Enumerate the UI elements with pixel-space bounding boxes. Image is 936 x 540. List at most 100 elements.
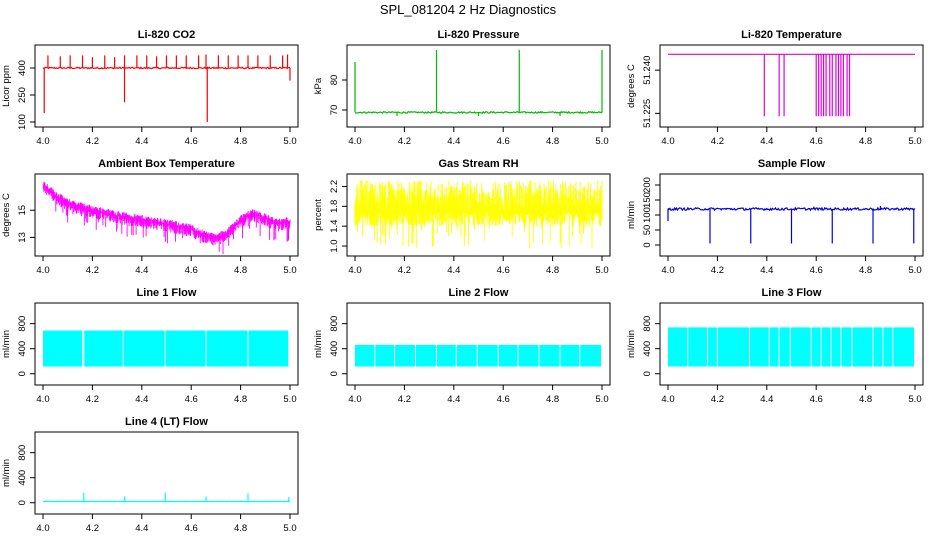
chart-title: Gas Stream RH bbox=[438, 158, 518, 170]
x-tick-label: 4.2 bbox=[711, 136, 724, 147]
plot-frame bbox=[659, 44, 924, 128]
x-tick-label: 5.0 bbox=[595, 394, 608, 405]
y-tick-label: 400 bbox=[17, 470, 28, 486]
x-tick-label: 5.0 bbox=[283, 394, 296, 405]
y-tick-label: 0 bbox=[17, 500, 28, 505]
y-axis-label: kPa bbox=[313, 77, 324, 94]
chart-title: Li-820 Pressure bbox=[438, 29, 520, 41]
y-tick-label: 150 bbox=[642, 192, 653, 208]
x-tick-label: 4.4 bbox=[760, 394, 773, 405]
chart-panel-1: Li-820 CO2 4.0 4.2 4.4 4.6 4.8 5.0 100 250 400 Lic… bbox=[1, 29, 299, 147]
y-tick-label: 100 bbox=[17, 114, 28, 130]
x-tick-label: 4.4 bbox=[760, 136, 773, 147]
y-tick-label: 800 bbox=[329, 316, 340, 332]
x-tick-label: 4.8 bbox=[234, 394, 247, 405]
y-tick-label: 15 bbox=[17, 205, 28, 216]
y-tick-label: 200 bbox=[642, 177, 653, 193]
y-axis-label: ml/min bbox=[626, 330, 637, 358]
x-tick-label: 4.0 bbox=[36, 394, 49, 405]
y-tick-label: 800 bbox=[17, 445, 28, 461]
series-group bbox=[668, 53, 915, 117]
x-tick-label: 4.0 bbox=[348, 265, 361, 276]
chart-panel-8: Line 2 Flow 4.0 4.2 4.4 4.6 4.8 5.0 0 400 800 ml/m… bbox=[313, 287, 611, 405]
x-tick-label: 4.2 bbox=[711, 265, 724, 276]
plot-frame bbox=[346, 173, 611, 257]
x-tick-label: 4.6 bbox=[185, 265, 198, 276]
series-group bbox=[354, 180, 603, 249]
x-tick-label: 4.6 bbox=[185, 523, 198, 534]
y-tick-label: 800 bbox=[17, 316, 28, 332]
x-tick-label: 5.0 bbox=[283, 136, 296, 147]
series-group bbox=[667, 206, 916, 244]
plot-frame bbox=[659, 302, 924, 386]
x-tick-label: 5.0 bbox=[908, 394, 921, 405]
chart-title: Line 3 Flow bbox=[762, 287, 822, 299]
x-tick-label: 4.2 bbox=[86, 265, 99, 276]
chart-title: Li-820 Temperature bbox=[741, 29, 842, 41]
y-tick-label: 2.2 bbox=[329, 180, 340, 193]
y-tick-label: 0 bbox=[329, 371, 340, 376]
y-tick-label: 400 bbox=[17, 341, 28, 357]
y-axis-label: percent bbox=[313, 199, 324, 231]
x-tick-label: 4.6 bbox=[185, 394, 198, 405]
x-tick-label: 4.4 bbox=[135, 136, 148, 147]
x-tick-label: 4.4 bbox=[135, 523, 148, 534]
chart-panel-10: Line 4 (LT) Flow 4.0 4.2 4.4 4.6 4.8 5.0 0 400 80… bbox=[1, 416, 299, 534]
x-tick-label: 4.6 bbox=[810, 265, 823, 276]
x-tick-label: 4.0 bbox=[661, 394, 674, 405]
y-tick-label: 51.225 bbox=[642, 99, 653, 128]
series-group bbox=[355, 344, 601, 367]
y-tick-label: 1.0 bbox=[329, 239, 340, 252]
x-tick-label: 5.0 bbox=[908, 265, 921, 276]
x-tick-label: 5.0 bbox=[908, 136, 921, 147]
chart-panel-9: Line 3 Flow 4.0 4.2 4.4 4.6 4.8 5.0 0 400 800 ml/m… bbox=[626, 287, 924, 405]
x-tick-label: 4.4 bbox=[447, 265, 460, 276]
x-tick-label: 4.8 bbox=[234, 523, 247, 534]
x-tick-label: 4.8 bbox=[859, 394, 872, 405]
x-tick-label: 4.6 bbox=[497, 394, 510, 405]
plot-frame bbox=[346, 302, 611, 386]
x-tick-label: 5.0 bbox=[595, 136, 608, 147]
y-tick-label: 0 bbox=[642, 242, 653, 247]
x-tick-label: 5.0 bbox=[595, 265, 608, 276]
x-tick-label: 4.4 bbox=[447, 394, 460, 405]
y-tick-label: 1.8 bbox=[329, 200, 340, 213]
plot-frame bbox=[34, 302, 299, 386]
y-tick-label: 13 bbox=[17, 232, 28, 243]
chart-title: Ambient Box Temperature bbox=[98, 158, 235, 170]
chart-title: Line 4 (LT) Flow bbox=[125, 416, 208, 428]
x-tick-label: 4.8 bbox=[546, 394, 559, 405]
x-tick-label: 4.8 bbox=[546, 136, 559, 147]
y-tick-label: 0 bbox=[642, 371, 653, 376]
chart-title: Line 1 Flow bbox=[137, 287, 197, 299]
x-tick-label: 4.0 bbox=[36, 265, 49, 276]
x-tick-label: 4.8 bbox=[234, 136, 247, 147]
chart-panel-2: Li-820 Pressure 4.0 4.2 4.4 4.6 4.8 5.0 70 80 kPa bbox=[313, 29, 611, 147]
y-axis-label: Licor ppm bbox=[1, 65, 12, 107]
x-tick-label: 4.8 bbox=[859, 265, 872, 276]
x-tick-label: 4.2 bbox=[398, 136, 411, 147]
x-tick-label: 4.4 bbox=[760, 265, 773, 276]
x-tick-label: 4.0 bbox=[661, 265, 674, 276]
chart-panel-4: Ambient Box Temperature 4.0 4.2 4.4 4.6 4.8 5.… bbox=[1, 158, 299, 276]
plot-frame bbox=[34, 173, 299, 257]
y-tick-label: 50 bbox=[642, 225, 653, 236]
y-tick-label: 250 bbox=[17, 87, 28, 103]
x-tick-label: 4.2 bbox=[86, 523, 99, 534]
series-group bbox=[42, 181, 291, 255]
plot-frame bbox=[34, 44, 299, 128]
figure-title: SPL_081204 2 Hz Diagnostics bbox=[379, 2, 557, 17]
x-tick-label: 4.2 bbox=[398, 394, 411, 405]
x-tick-label: 4.6 bbox=[810, 136, 823, 147]
x-tick-label: 4.6 bbox=[810, 394, 823, 405]
plot-frame bbox=[346, 44, 611, 128]
series-group bbox=[43, 492, 290, 503]
chart-panel-7: Line 1 Flow 4.0 4.2 4.4 4.6 4.8 5.0 0 400 800 ml/m… bbox=[1, 287, 299, 405]
x-tick-label: 4.2 bbox=[86, 394, 99, 405]
y-axis-label: degrees C bbox=[1, 193, 12, 237]
x-tick-label: 4.2 bbox=[86, 136, 99, 147]
chart-panel-3: Li-820 Temperature 4.0 4.2 4.4 4.6 4.8 5.0 51.2… bbox=[626, 29, 924, 147]
x-tick-label: 4.0 bbox=[348, 136, 361, 147]
